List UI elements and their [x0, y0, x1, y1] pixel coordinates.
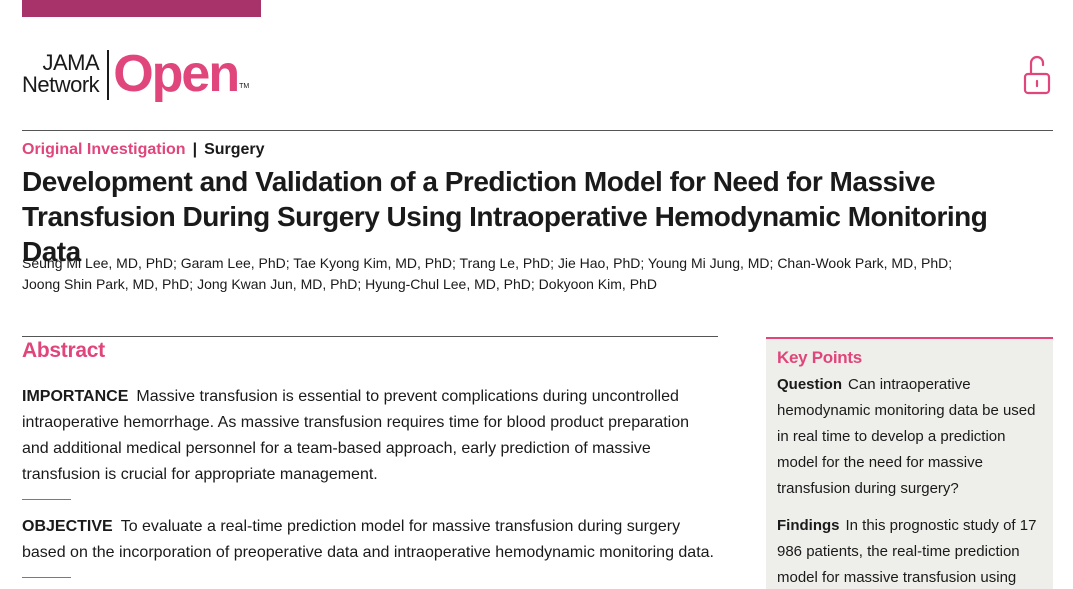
- article-type[interactable]: Original Investigation: [22, 141, 186, 158]
- importance-label: IMPORTANCE: [22, 388, 129, 405]
- logo-network: Network: [22, 72, 100, 97]
- logo-open: Open: [113, 45, 240, 103]
- header-color-bar: [22, 0, 261, 17]
- key-points-heading: Key Points: [777, 348, 862, 367]
- author-list: Seung Mi Lee, MD, PhD; Garam Lee, PhD; T…: [22, 253, 1053, 295]
- section-divider: [22, 499, 71, 500]
- importance-text: Massive transfusion is essential to prev…: [22, 388, 690, 483]
- abstract-objective: OBJECTIVE To evaluate a real-time predict…: [22, 514, 718, 566]
- key-points-box: Key Points Question Can intraoperative he…: [766, 337, 1053, 589]
- objective-label: OBJECTIVE: [22, 518, 113, 535]
- article-title: Development and Validation of a Predicti…: [22, 166, 988, 267]
- kicker-separator: |: [192, 141, 198, 158]
- logo-divider: [107, 50, 110, 100]
- journal-logo[interactable]: JAMA Network Open TM: [22, 46, 249, 102]
- key-points-findings: Findings In this prognostic study of 17 9…: [777, 513, 1041, 589]
- article-topic[interactable]: Surgery: [204, 141, 265, 158]
- abstract-divider: [22, 336, 718, 337]
- findings-text: In this prognostic study of 17 986 patie…: [777, 517, 1037, 586]
- logo-wordmark-left: JAMA Network: [22, 46, 107, 102]
- key-points-question: Question Can intraoperative hemodynamic m…: [777, 372, 1041, 502]
- findings-label: Findings: [777, 517, 840, 534]
- unlocked-padlock-icon[interactable]: [1022, 52, 1052, 96]
- article-kicker: Original Investigation | Surgery: [22, 141, 265, 159]
- header-divider: [22, 130, 1053, 131]
- logo-jama: JAMA: [42, 50, 100, 75]
- objective-text: To evaluate a real-time prediction model…: [22, 518, 714, 561]
- section-divider: [22, 577, 71, 578]
- question-text: Can intraoperative hemodynamic monitorin…: [777, 376, 1036, 497]
- question-label: Question: [777, 376, 843, 393]
- author-line: Joong Shin Park, MD, PhD; Jong Kwan Jun,…: [22, 276, 657, 292]
- abstract-importance: IMPORTANCE Massive transfusion is essenti…: [22, 384, 718, 488]
- logo-trademark: TM: [239, 83, 250, 90]
- author-line: Seung Mi Lee, MD, PhD; Garam Lee, PhD; T…: [22, 255, 953, 271]
- abstract-heading: Abstract: [22, 339, 105, 362]
